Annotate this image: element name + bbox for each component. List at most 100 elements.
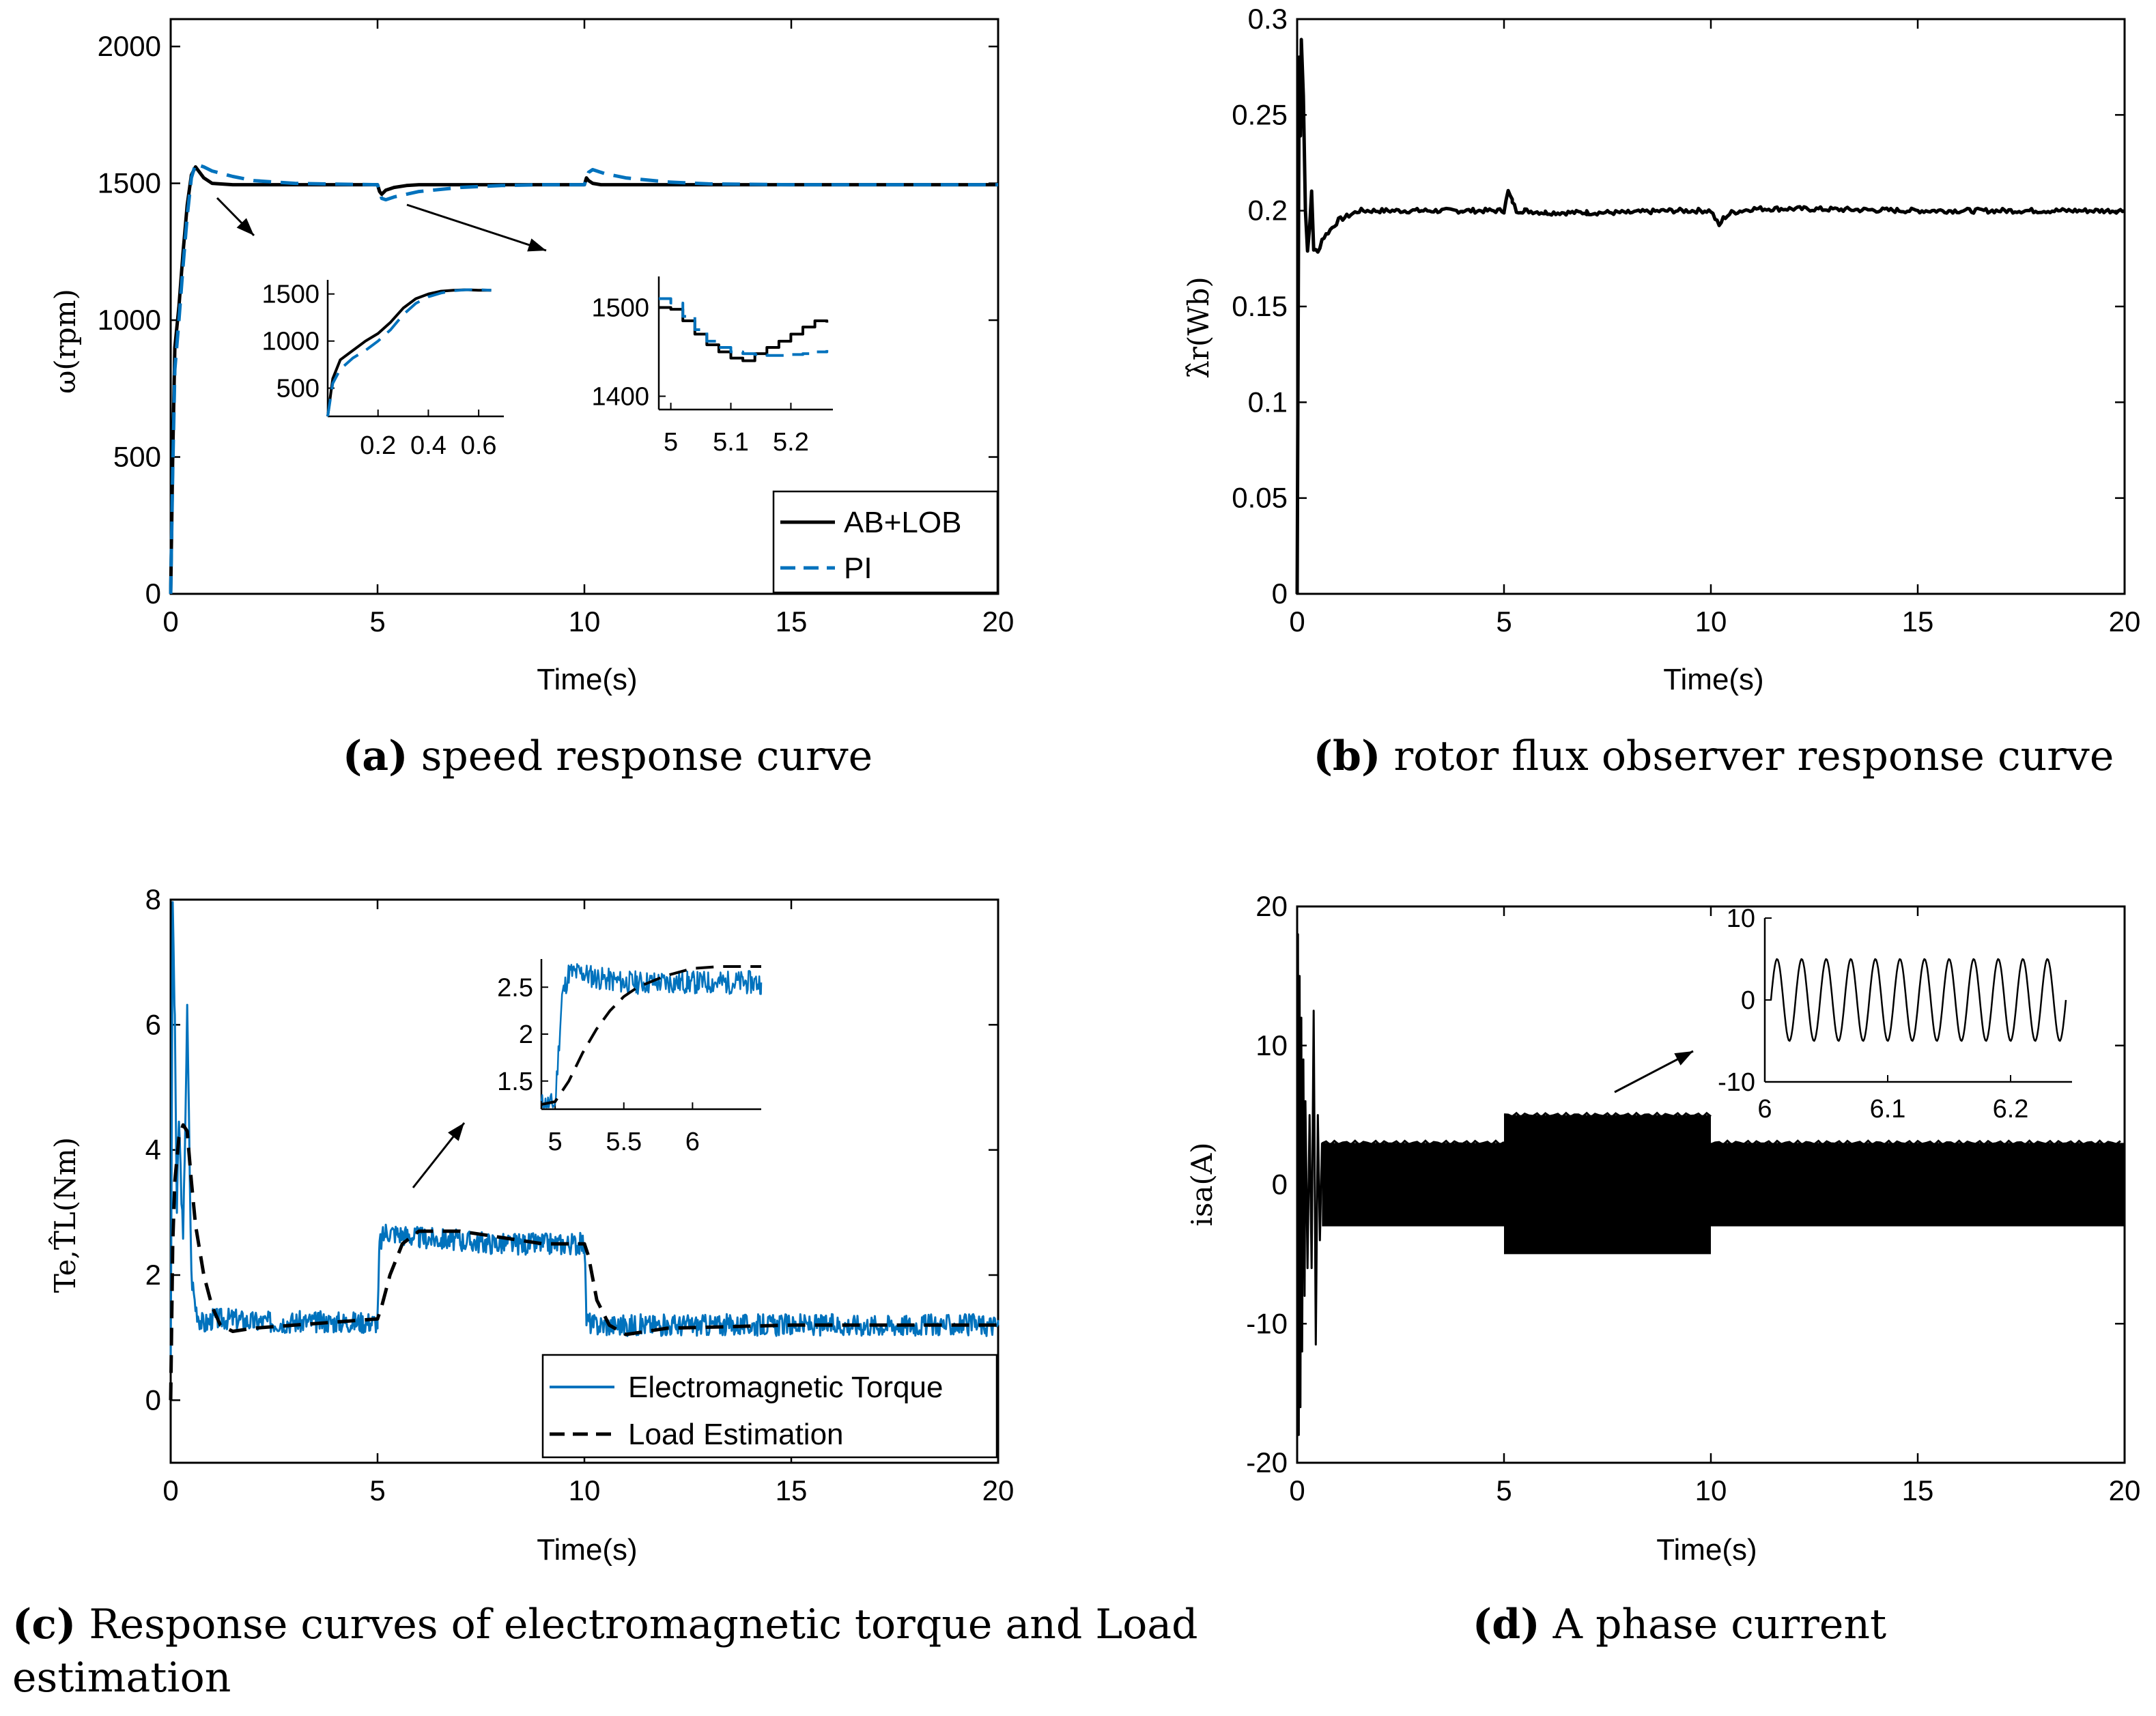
- legend-torque-label: Electromagnetic Torque: [628, 1371, 943, 1404]
- inset-x-tick-label: 5: [548, 1128, 563, 1156]
- inset-x-tick-label: 0.6: [461, 431, 497, 460]
- inset-y-tick-label: 1500: [261, 281, 320, 309]
- panel-d-x-tick-label: 20: [2109, 1474, 2141, 1506]
- panel-b-y-tick-label: 0.05: [1232, 482, 1288, 514]
- panel-d-xlabel: Time(s): [1656, 1533, 1757, 1567]
- inset-y-tick-label: 2.5: [497, 973, 533, 1002]
- panel-b-xlabel: Time(s): [1663, 663, 1763, 696]
- panel-c-y-tick-label: 4: [145, 1134, 161, 1166]
- rotor-flux-line: [1295, 38, 2125, 595]
- panel-b-x-tick-label: 5: [1496, 605, 1512, 638]
- panel-b-x-tick-label: 10: [1695, 605, 1727, 638]
- zoom-arrow-head: [448, 1123, 464, 1141]
- panel-a-y-tick-label: 1000: [98, 304, 161, 336]
- panel-c-y-tick-label: 2: [145, 1259, 161, 1291]
- inset-x-tick-label: 6: [1757, 1095, 1772, 1124]
- panel-b-x-tick-label: 20: [2109, 605, 2141, 638]
- panel-b-y-tick-label: 0.15: [1232, 290, 1288, 322]
- inset-x-tick-label: 5: [664, 428, 678, 457]
- panel-b-axes-box: [1296, 18, 2126, 595]
- zoom-arrow-head: [236, 218, 254, 235]
- inset-y-tick-label: 2: [519, 1020, 533, 1049]
- panel-c-xlabel: Time(s): [537, 1533, 637, 1567]
- panel-a-speed: 0 5 10 15 20 0 500 1000 1500 2000 0.2 0.4 0.6 500 100…: [48, 18, 1014, 780]
- panel-b-series: [1295, 38, 2125, 595]
- inset-background: [541, 959, 761, 1109]
- panel-b-caption: (b) rotor flux observer response curve: [1314, 732, 2114, 780]
- panel-b-y-tick-label: 0.1: [1248, 386, 1288, 418]
- legend-pi-label: PI: [844, 552, 873, 585]
- panel-a-caption: (a) speed response curve: [343, 732, 873, 780]
- panel-b-y-tick-label: 0: [1272, 577, 1288, 610]
- panel-c-y-tick-label: 8: [145, 883, 161, 915]
- panel-d-arrows: [1614, 1050, 1694, 1093]
- panel-c-series: [169, 901, 999, 1401]
- panel-a-ticks: 0 5 10 15 20 0 500 1000 1500 2000: [98, 19, 1014, 638]
- inset-y-tick-label: 1000: [261, 328, 320, 356]
- inset-load-line: [541, 965, 761, 1106]
- panel-c-x-tick-label: 15: [776, 1474, 808, 1506]
- panel-a-x-tick-label: 0: [162, 605, 178, 638]
- inset-x-tick-label: 5.5: [606, 1128, 642, 1156]
- legend-ablob-label: AB+LOB: [844, 506, 961, 539]
- current-transient-line: [1296, 933, 1323, 1436]
- panel-b-y-tick-label: 0.2: [1248, 195, 1288, 227]
- inset-y-tick-label: 1.5: [497, 1068, 533, 1096]
- panel-a-inset-startup: 0.2 0.4 0.6 500 1000 1500: [261, 280, 504, 460]
- inset-pi-line: [326, 288, 492, 417]
- inset-x-tick-label: 0.2: [360, 431, 396, 460]
- panel-c-ylabel: Te,T̂L(Nm): [47, 1137, 82, 1293]
- inset-y-tick-label: 0: [1741, 986, 1755, 1015]
- inset-ablob-line: [659, 306, 829, 362]
- inset-y-tick-label: 1500: [591, 294, 649, 323]
- panel-d-y-tick-label: 0: [1272, 1169, 1288, 1201]
- panel-c-caption-line1: (c) Response curves of electromagnetic t…: [12, 1601, 1198, 1648]
- panel-d-x-tick-label: 15: [1902, 1474, 1934, 1506]
- panel-d-current: 0 5 10 15 20 -20 -10 0 10 20 6 6.1 6.2 -10 0 10 Time(s…: [1185, 890, 2140, 1648]
- panel-a-y-tick-label: 2000: [98, 30, 161, 62]
- panel-a-y-tick-label: 1500: [98, 167, 161, 199]
- panel-a-series: [169, 162, 998, 595]
- panel-a-arrows: [216, 197, 547, 252]
- panel-c-y-tick-label: 0: [145, 1384, 161, 1416]
- panel-c-inset: 5 5.5 6 1.5 2 2.5: [497, 959, 763, 1156]
- panel-a-xlabel: Time(s): [537, 663, 637, 696]
- current-envelope-edge: [1710, 1139, 2121, 1147]
- inset-x-tick-label: 6: [685, 1128, 700, 1156]
- current-envelope-band: [1322, 1143, 1504, 1227]
- panel-d-ticks: 0 5 10 15 20 -20 -10 0 10 20: [1246, 890, 2140, 1506]
- inset-y-tick-label: 1400: [591, 383, 649, 412]
- inset-y-tick-label: 10: [1727, 904, 1755, 933]
- panel-d-y-tick-label: 20: [1256, 890, 1288, 922]
- inset-torque-line: [540, 963, 763, 1109]
- inset-x-tick-label: 5.1: [713, 428, 749, 457]
- zoom-arrow-head: [1674, 1051, 1693, 1066]
- inset-x-tick-label: 5.2: [773, 428, 809, 457]
- legend-load-label: Load Estimation: [628, 1418, 844, 1451]
- panel-a-x-tick-label: 15: [776, 605, 808, 638]
- panel-a-x-tick-label: 5: [369, 605, 385, 638]
- torque-line: [169, 901, 999, 1373]
- zoom-arrow-head: [527, 238, 546, 252]
- panel-d-series: [1296, 933, 2125, 1436]
- current-envelope-band: [1711, 1143, 2125, 1227]
- panel-d-caption: (d) A phase current: [1473, 1601, 1886, 1648]
- panel-c-caption-line2: estimation: [12, 1654, 231, 1702]
- panel-a-y-tick-label: 500: [113, 441, 161, 473]
- inset-x-tick-label: 0.4: [410, 431, 446, 460]
- inset-x-tick-label: 6.2: [1993, 1095, 2029, 1124]
- current-envelope-band: [1504, 1115, 1711, 1255]
- panel-d-ylabel: isa(A): [1185, 1142, 1219, 1226]
- panel-d-x-tick-label: 0: [1289, 1474, 1305, 1506]
- panel-d-inset: 6 6.1 6.2 -10 0 10: [1718, 904, 2072, 1124]
- inset-background: [659, 276, 833, 410]
- panel-b-y-tick-label: 0.25: [1232, 98, 1288, 130]
- inset-pi-line: [659, 297, 829, 357]
- panel-b-ylabel: λ̂r(Wb): [1182, 276, 1215, 379]
- panel-c-x-tick-label: 0: [162, 1474, 178, 1506]
- panel-a-ylabel: ω(rpm): [48, 289, 82, 394]
- panel-c-arrows: [412, 1122, 466, 1188]
- panel-a-y-tick-label: 0: [145, 577, 161, 610]
- legend-box: [541, 1354, 998, 1459]
